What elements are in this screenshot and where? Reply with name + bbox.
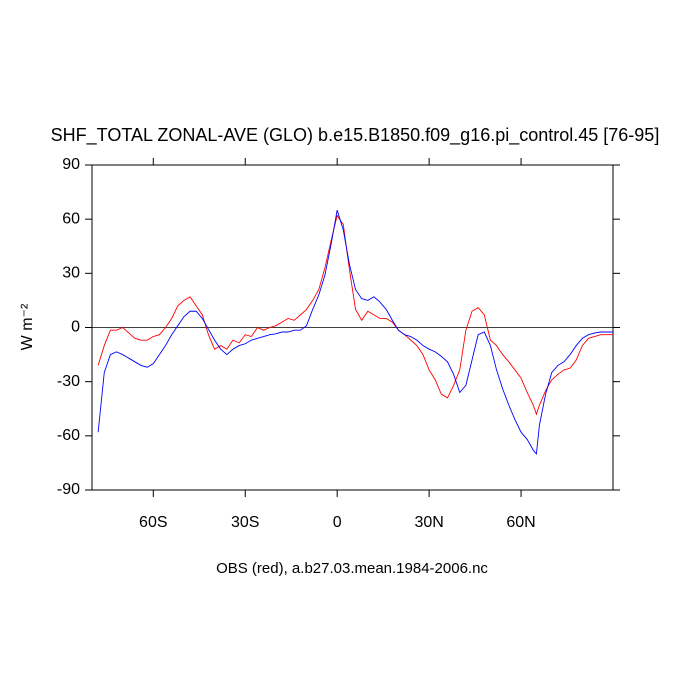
x-tick-label: 30S (231, 514, 259, 531)
series-line (97, 210, 613, 455)
y-tick-label: -60 (57, 427, 80, 444)
chart-title: SHF_TOTAL ZONAL-AVE (GLO) b.e15.B1850.f0… (51, 125, 660, 146)
y-tick-label: -90 (57, 481, 80, 498)
caption: OBS (red), a.b27.03.mean.1984-2006.nc (216, 560, 488, 577)
x-tick-label: 60N (506, 514, 535, 531)
y-axis-label: W m⁻² (19, 303, 36, 350)
y-tick-label: 0 (71, 319, 80, 336)
series-line (97, 214, 613, 416)
y-tick-label: 30 (62, 265, 80, 282)
y-tick-label: -30 (57, 373, 80, 390)
x-tick-label: 30N (414, 514, 443, 531)
x-tick-label: 60S (139, 514, 167, 531)
x-tick-label: 0 (333, 514, 342, 531)
y-tick-label: 90 (62, 156, 80, 173)
y-tick-label: 60 (62, 210, 80, 227)
